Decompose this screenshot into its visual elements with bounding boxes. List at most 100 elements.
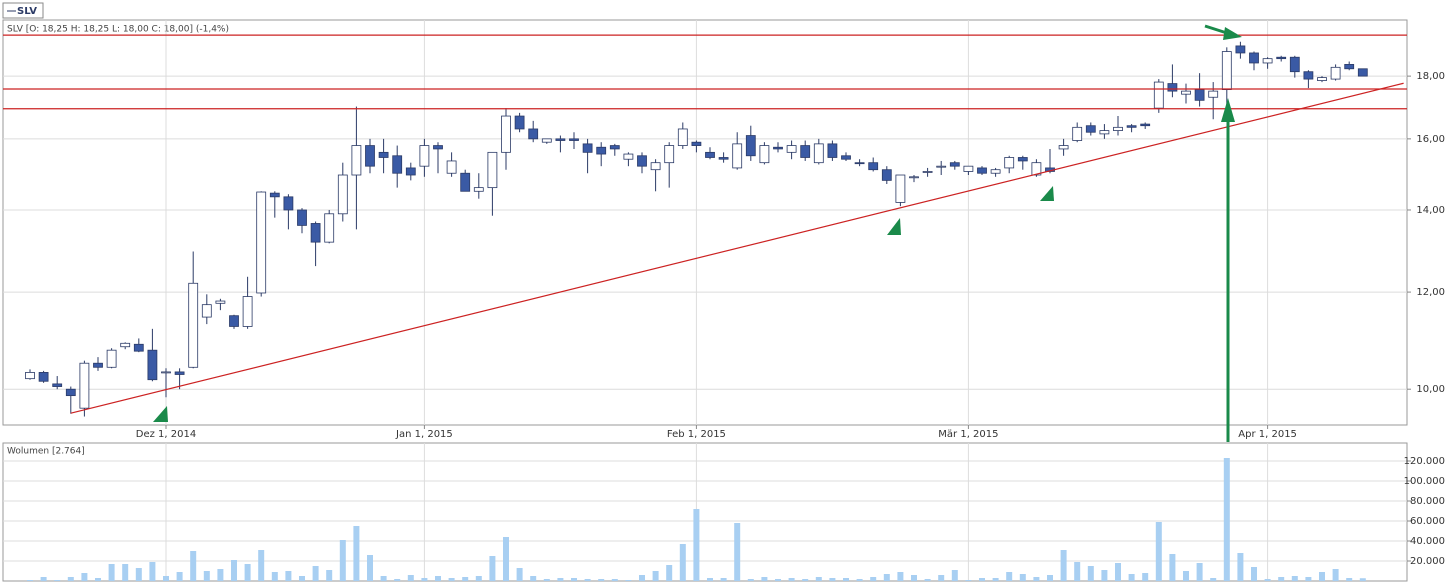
volume-bar xyxy=(1305,577,1312,581)
candle-body xyxy=(133,343,144,352)
volume-bar xyxy=(27,580,33,581)
candle-body xyxy=(936,165,947,168)
volume-bar xyxy=(1359,578,1366,581)
candle-body xyxy=(514,115,525,130)
candle-body xyxy=(1344,64,1355,70)
y-tick-label: 100.000 xyxy=(1404,476,1445,487)
volume-bar xyxy=(231,560,237,581)
volume-bar xyxy=(353,526,360,581)
volume-bar xyxy=(339,540,346,581)
volume-bar xyxy=(571,578,577,581)
volume-bar xyxy=(1019,574,1026,581)
price-title: SLV [O: 18,25 H: 18,25 L: 18,00 C: 18,00… xyxy=(7,25,229,35)
volume-bar xyxy=(584,579,591,581)
volume-bar xyxy=(1101,570,1108,581)
candle-body xyxy=(1289,56,1300,73)
volume-bar xyxy=(1060,550,1067,581)
volume-bar xyxy=(271,572,278,581)
candle-body xyxy=(378,151,389,158)
volume-bar xyxy=(802,579,809,581)
candle-body xyxy=(609,145,620,150)
candle-body xyxy=(1235,45,1246,54)
candle-body xyxy=(1017,157,1028,162)
volume-bar xyxy=(870,577,877,581)
candle-body xyxy=(215,300,226,304)
candle-body xyxy=(120,342,131,348)
candle-body xyxy=(1194,89,1205,101)
volume-bar xyxy=(190,551,197,581)
volume-bar xyxy=(312,566,319,581)
candle-body xyxy=(650,162,661,171)
candle-body xyxy=(637,155,647,167)
candle-body xyxy=(745,135,756,157)
arrow xyxy=(887,218,901,235)
volume-bar xyxy=(176,572,183,581)
candle-body xyxy=(1058,145,1069,150)
volume-bar xyxy=(67,577,74,581)
annotations xyxy=(153,24,1242,442)
candle-body xyxy=(1221,51,1232,91)
candle-body xyxy=(949,162,960,167)
volume-bar xyxy=(883,574,890,581)
candle-body xyxy=(909,176,919,179)
volume-bar xyxy=(992,578,999,581)
candle-body xyxy=(691,141,702,146)
volume-bar xyxy=(394,579,401,581)
volume-bar xyxy=(421,578,428,581)
candle-body xyxy=(1208,90,1219,98)
candle-body xyxy=(1357,68,1368,77)
y-tick-label: 10,00 xyxy=(1416,384,1445,395)
candle-body xyxy=(1167,83,1178,92)
candle-body xyxy=(433,145,443,150)
volume-bar xyxy=(666,565,673,581)
candle-body xyxy=(786,145,797,153)
candle-body xyxy=(569,138,579,141)
candle-body xyxy=(256,191,267,294)
volume-bar xyxy=(1183,571,1189,581)
candle-body xyxy=(922,171,933,173)
candle-body xyxy=(392,155,403,174)
volume-bar xyxy=(1251,567,1257,581)
volume-bar xyxy=(747,579,754,581)
candle-body xyxy=(419,145,430,167)
candle-body xyxy=(38,372,49,382)
volume-title: Wolumen [2.764] xyxy=(7,447,85,457)
candle-body xyxy=(800,145,811,158)
x-tick-label: Apr 1, 2015 xyxy=(1238,429,1297,440)
volume-bar xyxy=(81,573,88,581)
volume-bar xyxy=(1155,522,1162,581)
volume-bar xyxy=(108,564,115,581)
volume-bar xyxy=(1223,458,1230,581)
volume-bar xyxy=(1264,579,1271,581)
volume-bar xyxy=(1237,553,1244,581)
volume-bar xyxy=(720,578,727,581)
volume-bar xyxy=(924,579,931,581)
candle-body xyxy=(1004,157,1015,169)
volume-bar xyxy=(285,571,292,581)
volume-bar xyxy=(911,575,917,581)
candle-body xyxy=(65,388,76,397)
arrow xyxy=(1223,27,1242,40)
candle-body xyxy=(1072,126,1083,141)
volume-bar xyxy=(938,575,945,581)
volume-bar xyxy=(163,576,169,581)
volume-bar xyxy=(707,578,713,581)
candle-body xyxy=(310,223,321,243)
candle-body xyxy=(487,151,498,189)
volume-bar xyxy=(135,568,142,581)
volume-bar xyxy=(475,576,482,581)
candle-body xyxy=(854,162,865,165)
candle-body xyxy=(229,315,239,327)
volume-bar xyxy=(435,576,441,581)
volume-bar xyxy=(625,580,632,581)
volume-bar xyxy=(679,544,686,581)
volume-bar xyxy=(951,570,958,581)
volume-bar xyxy=(843,578,849,581)
candle-body xyxy=(174,371,185,375)
candle-body xyxy=(1113,126,1123,131)
candle-body xyxy=(705,151,715,158)
candle-body xyxy=(541,138,552,143)
volume-bar xyxy=(775,579,781,581)
x-tick-label: Mär 1, 2015 xyxy=(938,429,998,440)
volume-bar xyxy=(1006,572,1013,581)
